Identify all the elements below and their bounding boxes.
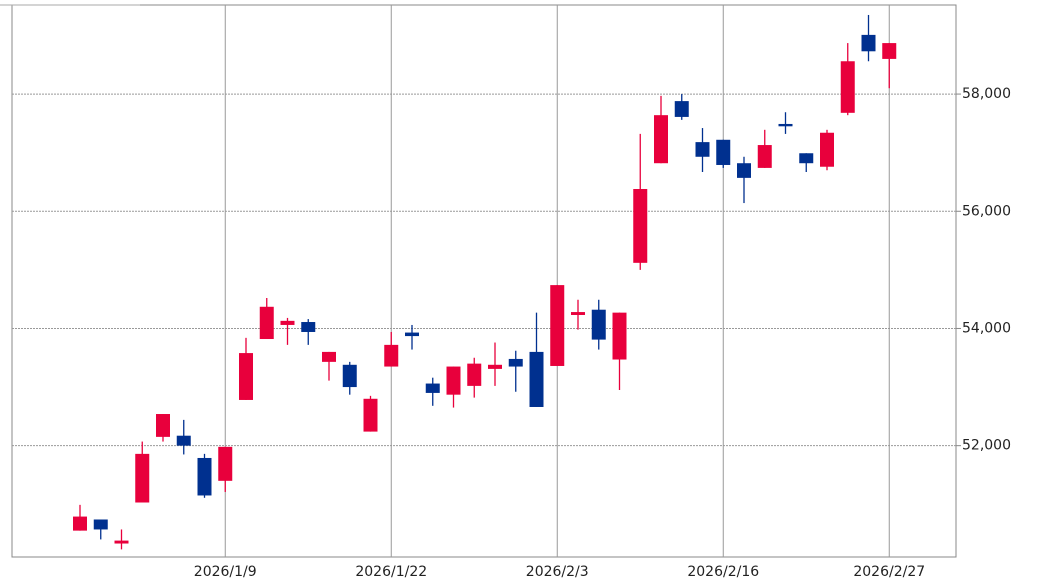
candle-body <box>259 306 274 340</box>
x-tick-label: 2026/2/27 <box>853 564 925 580</box>
x-tick-label: 2026/2/16 <box>687 564 759 580</box>
candle-body <box>861 34 876 52</box>
x-tick-label: 2026/1/22 <box>355 564 427 580</box>
candle-body <box>363 398 378 432</box>
candle-body <box>135 453 150 503</box>
candle-body <box>197 457 212 496</box>
x-tick-label: 2026/1/9 <box>194 564 257 580</box>
candle-body <box>280 320 295 325</box>
candle-body <box>529 351 544 407</box>
candle-body <box>571 312 585 315</box>
candle-body <box>488 364 502 369</box>
candle-body <box>737 163 751 178</box>
candle-body <box>176 435 191 446</box>
candle-body <box>633 189 648 263</box>
candle-body <box>840 61 855 113</box>
x-tick-label: 2026/2/3 <box>526 564 589 580</box>
candle-body <box>882 43 897 59</box>
candle-body <box>591 309 606 340</box>
candle-body <box>757 145 772 168</box>
candle-body <box>114 540 129 544</box>
candle-body <box>73 516 87 531</box>
y-tick-label: 54,000 <box>962 320 1011 336</box>
candle-body <box>716 139 731 165</box>
candle-body <box>799 153 814 164</box>
candle-body <box>550 285 565 366</box>
plot-frame <box>11 4 957 558</box>
y-tick-label: 58,000 <box>962 86 1011 102</box>
y-tick-label: 52,000 <box>962 438 1011 454</box>
candle-body <box>508 358 523 367</box>
candle-body <box>301 322 316 332</box>
candle-body <box>695 142 710 157</box>
candle-body <box>674 101 689 117</box>
candle-body <box>322 351 336 362</box>
candle-body <box>156 414 170 437</box>
candle-body <box>654 115 668 164</box>
candle-body <box>405 332 419 337</box>
candle-body <box>467 363 482 386</box>
candle-body <box>384 344 399 367</box>
candle-body <box>218 446 233 481</box>
candle-body <box>342 364 357 388</box>
candle-body <box>612 312 627 360</box>
candle-body <box>425 383 440 393</box>
candle-body <box>820 132 834 167</box>
candle-body <box>446 366 461 395</box>
candle-body <box>778 123 793 127</box>
y-tick-label: 56,000 <box>962 203 1011 219</box>
candle-body <box>93 519 108 530</box>
candle-body <box>239 353 253 400</box>
